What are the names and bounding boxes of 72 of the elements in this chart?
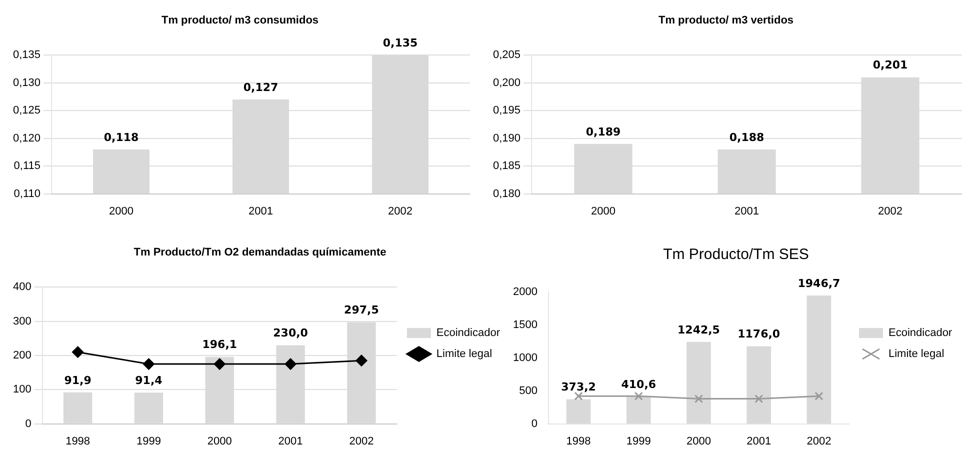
bar (626, 396, 651, 424)
y-tick-label: 0,180 (492, 188, 521, 200)
x-tick-label: 2000 (109, 205, 134, 218)
data-label: 410,6 (621, 378, 656, 392)
y-tick-label: 0,205 (492, 49, 521, 62)
bar (746, 346, 772, 424)
y-tick-label: 300 (12, 315, 32, 328)
data-label: 91,4 (135, 374, 163, 387)
point (72, 346, 84, 358)
point (284, 358, 296, 370)
data-label: 1946,7 (798, 276, 840, 290)
x-tick-label: 1999 (626, 435, 651, 448)
y-tick-label: 0 (25, 418, 32, 430)
chart-title: Tm Producto/Tm SES (663, 246, 809, 264)
y-tick-label: 1000 (512, 352, 538, 364)
legend-label: Limite legal (888, 348, 944, 360)
data-label: 1242,5 (678, 323, 720, 336)
x-tick-label: 2001 (746, 435, 772, 448)
chart-title: Tm producto/ m3 consumidos (161, 14, 319, 27)
legend-label: Ecoindicador (888, 327, 952, 340)
x-tick-label: 2002 (878, 205, 902, 218)
data-label: 0,189 (586, 125, 621, 138)
x-tick-label: 2002 (388, 205, 412, 218)
chart-title: Tm producto/ m3 vertidos (658, 14, 794, 27)
x-tick-label: 2000 (591, 205, 616, 218)
y-tick-label: 0,115 (14, 160, 41, 172)
chart-title: Tm Producto/Tm O2 demandadas químicamente (134, 246, 386, 259)
y-tick-label: 2000 (512, 286, 538, 298)
y-tick-label: 0,190 (492, 132, 521, 144)
data-label: 0,127 (243, 80, 278, 94)
data-label: 0,118 (104, 130, 139, 144)
y-tick-label: 0,130 (12, 76, 41, 89)
y-tick-label: 0,200 (492, 76, 521, 89)
bar (686, 342, 711, 424)
y-tick-label: 400 (12, 281, 32, 294)
data-label: 297,5 (344, 304, 379, 317)
data-label: 0,135 (382, 36, 418, 50)
x-tick-label: 2002 (349, 435, 374, 448)
legend-label: Limite legal (436, 348, 492, 360)
data-label: 196,1 (202, 338, 238, 352)
x-tick-label: 2001 (278, 435, 303, 448)
y-tick-label: 0,125 (12, 104, 41, 117)
y-tick-label: 0,110 (14, 188, 41, 200)
y-tick-label: 1500 (512, 318, 538, 331)
x-tick-label: 2000 (207, 435, 232, 448)
x-tick-label: 2001 (248, 205, 274, 218)
y-tick-label: 100 (12, 384, 32, 396)
bar (806, 296, 832, 424)
y-tick-label: 0,185 (492, 160, 521, 172)
point (142, 358, 154, 370)
data-label: 1176,0 (738, 328, 780, 341)
point (356, 354, 368, 366)
x-tick-label: 2002 (806, 435, 832, 448)
y-tick-label: 0 (531, 418, 538, 430)
x-tick-label: 2000 (686, 435, 711, 448)
y-tick-label: 500 (519, 384, 538, 397)
y-tick-label: 200 (12, 350, 32, 362)
data-label: 91,9 (64, 374, 92, 387)
legend-label: Ecoindicador (436, 327, 500, 340)
x-tick-label: 1998 (566, 435, 591, 448)
bar (566, 399, 591, 424)
data-label: 0,201 (872, 58, 908, 72)
data-label: 230,0 (273, 326, 308, 340)
data-label: 373,2 (561, 380, 596, 394)
y-tick-label: 0,135 (12, 49, 41, 62)
x-tick-label: 1999 (136, 435, 161, 448)
y-tick-label: 0,195 (492, 104, 521, 117)
x-tick-label: 2001 (734, 205, 760, 218)
x-tick-label: 1998 (66, 435, 90, 448)
data-label: 0,188 (729, 130, 764, 144)
y-tick-label: 0,120 (12, 132, 41, 144)
point (214, 358, 226, 370)
